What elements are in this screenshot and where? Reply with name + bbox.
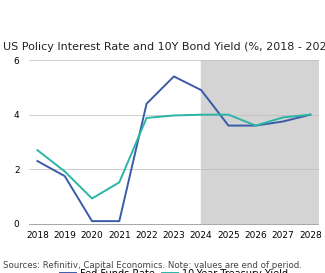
Text: Sources: Refinitiv, Capital Economics. Note: values are end of period.: Sources: Refinitiv, Capital Economics. N… — [3, 261, 302, 270]
Text: US Policy Interest Rate and 10Y Bond Yield (%, 2018 - 2028): US Policy Interest Rate and 10Y Bond Yie… — [3, 42, 325, 52]
Legend: Fed Funds Rate, 10-Year Treasury Yield: Fed Funds Rate, 10-Year Treasury Yield — [56, 265, 292, 273]
Bar — [201, 60, 324, 224]
